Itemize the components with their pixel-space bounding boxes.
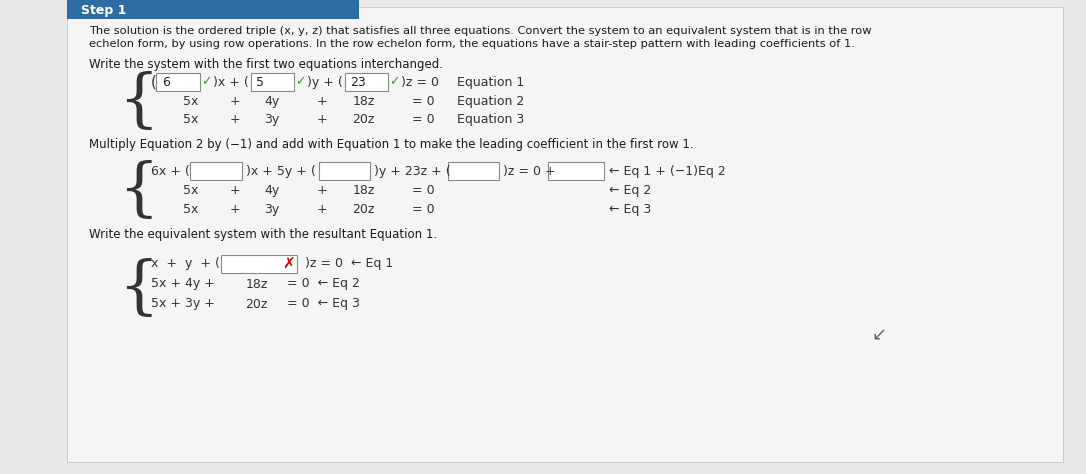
Text: ↙: ↙ xyxy=(871,327,886,345)
Text: = 0: = 0 xyxy=(412,94,434,108)
Text: 5: 5 xyxy=(256,75,265,89)
Text: {: { xyxy=(118,72,159,133)
Text: = 0: = 0 xyxy=(412,183,434,197)
Text: +: + xyxy=(317,183,328,197)
Text: 20z: 20z xyxy=(353,202,375,216)
FancyBboxPatch shape xyxy=(220,255,298,273)
Text: Write the equivalent system with the resultant Equation 1.: Write the equivalent system with the res… xyxy=(89,228,438,241)
Text: Multiply Equation 2 by (−1) and add with Equation 1 to make the leading coeffici: Multiply Equation 2 by (−1) and add with… xyxy=(89,138,694,151)
Text: 5x + 4y +: 5x + 4y + xyxy=(151,277,214,291)
Text: ✗: ✗ xyxy=(281,256,294,272)
Text: )y + 23z + (: )y + 23z + ( xyxy=(375,164,451,177)
Text: 3y: 3y xyxy=(264,112,279,126)
Text: = 0  ← Eq 3: = 0 ← Eq 3 xyxy=(287,298,361,310)
Text: x  +  y  + (: x + y + ( xyxy=(151,257,219,271)
Text: 3y: 3y xyxy=(264,202,279,216)
Text: +: + xyxy=(230,202,240,216)
Text: +: + xyxy=(230,183,240,197)
Text: 6: 6 xyxy=(163,75,171,89)
Text: 18z: 18z xyxy=(245,277,268,291)
Text: )x + (: )x + ( xyxy=(213,75,249,89)
Text: ✓: ✓ xyxy=(389,75,400,89)
Text: {: { xyxy=(118,161,159,221)
Text: Equation 2: Equation 2 xyxy=(457,94,525,108)
Text: 5x: 5x xyxy=(184,94,199,108)
Text: ← Eq 1 + (−1)Eq 2: ← Eq 1 + (−1)Eq 2 xyxy=(609,164,725,177)
Text: Equation 3: Equation 3 xyxy=(457,112,525,126)
Text: (: ( xyxy=(151,74,156,90)
Text: +: + xyxy=(317,94,328,108)
FancyBboxPatch shape xyxy=(344,73,388,91)
Text: +: + xyxy=(317,202,328,216)
Text: Equation 1: Equation 1 xyxy=(457,75,525,89)
Text: 20z: 20z xyxy=(353,112,375,126)
Text: ✓: ✓ xyxy=(295,75,305,89)
Text: {: { xyxy=(118,258,159,319)
Text: 23: 23 xyxy=(351,75,366,89)
FancyBboxPatch shape xyxy=(319,162,370,180)
Text: ← Eq 3: ← Eq 3 xyxy=(609,202,652,216)
Text: )z = 0: )z = 0 xyxy=(401,75,439,89)
FancyBboxPatch shape xyxy=(190,162,241,180)
Text: )z = 0 +: )z = 0 + xyxy=(503,164,556,177)
Text: Write the system with the first two equations interchanged.: Write the system with the first two equa… xyxy=(89,58,443,71)
FancyBboxPatch shape xyxy=(547,162,604,180)
Text: ✓: ✓ xyxy=(201,75,212,89)
FancyBboxPatch shape xyxy=(251,73,294,91)
FancyBboxPatch shape xyxy=(67,0,359,19)
Text: 6x + (: 6x + ( xyxy=(151,164,189,177)
Text: +: + xyxy=(230,94,240,108)
FancyBboxPatch shape xyxy=(447,162,500,180)
Text: )z = 0  ← Eq 1: )z = 0 ← Eq 1 xyxy=(305,257,393,271)
Text: 4y: 4y xyxy=(264,183,279,197)
Text: = 0: = 0 xyxy=(412,112,434,126)
Text: 18z: 18z xyxy=(353,183,375,197)
Text: +: + xyxy=(230,112,240,126)
Text: 20z: 20z xyxy=(245,298,268,310)
Text: = 0  ← Eq 2: = 0 ← Eq 2 xyxy=(287,277,361,291)
Text: ← Eq 2: ← Eq 2 xyxy=(609,183,652,197)
Text: 5x: 5x xyxy=(184,202,199,216)
FancyBboxPatch shape xyxy=(156,73,200,91)
Text: )y + (: )y + ( xyxy=(307,75,343,89)
Text: 18z: 18z xyxy=(353,94,375,108)
Text: = 0: = 0 xyxy=(412,202,434,216)
Text: The solution is the ordered triple (x, y, z) that satisfies all three equations.: The solution is the ordered triple (x, y… xyxy=(89,26,872,36)
Text: 5x + 3y +: 5x + 3y + xyxy=(151,298,214,310)
Text: 4y: 4y xyxy=(264,94,279,108)
Text: )x + 5y + (: )x + 5y + ( xyxy=(245,164,315,177)
Text: Step 1: Step 1 xyxy=(81,3,127,17)
Text: 5x: 5x xyxy=(184,183,199,197)
Text: echelon form, by using row operations. In the row echelon form, the equations ha: echelon form, by using row operations. I… xyxy=(89,39,855,49)
Text: 5x: 5x xyxy=(184,112,199,126)
FancyBboxPatch shape xyxy=(67,7,1062,462)
Text: +: + xyxy=(317,112,328,126)
